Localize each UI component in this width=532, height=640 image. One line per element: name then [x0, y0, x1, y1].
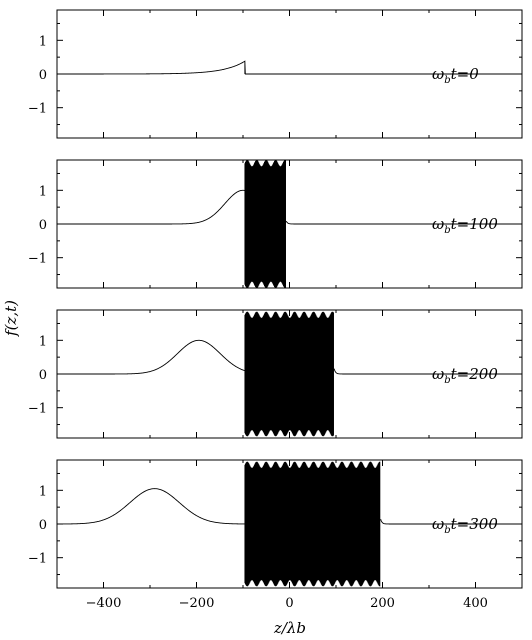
- panel-3-oscillations: [244, 311, 334, 437]
- x-tick-label: −200: [179, 596, 215, 611]
- panel-2-curve: [57, 189, 522, 225]
- panel-1-curve: [57, 60, 522, 75]
- panel-2-label: ωbt=100: [432, 215, 498, 236]
- y-tick-label: 1: [39, 334, 47, 349]
- y-tick-label: 1: [39, 484, 47, 499]
- x-tick-label: 0: [285, 596, 293, 611]
- y-tick-label: 0: [39, 518, 47, 533]
- y-tick-label: −1: [28, 252, 47, 267]
- y-tick-label: −1: [28, 552, 47, 567]
- y-axis-title: f(z,t): [2, 300, 20, 337]
- y-tick-label: 0: [39, 218, 47, 233]
- panel-4-label: ωbt=300: [432, 515, 498, 536]
- x-tick-label: 200: [370, 596, 395, 611]
- panel-3-label: ωbt=200: [432, 365, 498, 386]
- x-axis-title: z/λb: [273, 619, 306, 637]
- y-tick-label: 0: [39, 368, 47, 383]
- x-tick-label: 400: [463, 596, 488, 611]
- y-tick-label: 0: [39, 68, 47, 83]
- panel-3-curve: [57, 339, 522, 375]
- y-tick-label: −1: [28, 102, 47, 117]
- panel-1-label: ωbt=0: [432, 65, 479, 86]
- y-tick-label: 1: [39, 34, 47, 49]
- panel-4-curve: [57, 488, 522, 525]
- panel-4-oscillations: [244, 461, 381, 587]
- y-tick-label: 1: [39, 184, 47, 199]
- panel-2-oscillations: [244, 160, 286, 288]
- x-tick-label: −400: [86, 596, 122, 611]
- y-tick-label: −1: [28, 402, 47, 417]
